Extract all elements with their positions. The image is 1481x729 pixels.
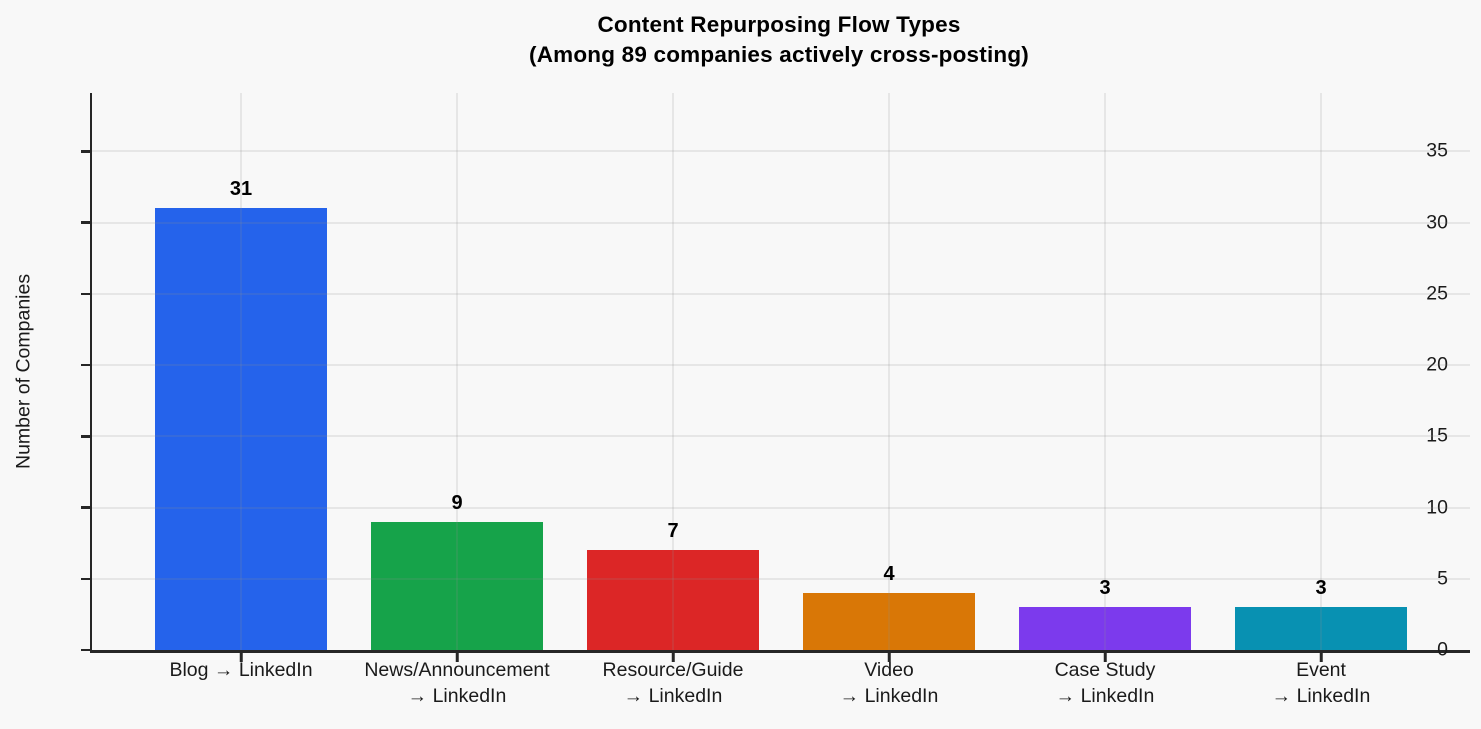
y-axis-tick [80, 435, 90, 438]
bar-value-label: 9 [451, 491, 463, 514]
x-tick-label-line: → LinkedIn [623, 685, 723, 707]
x-tick-label-line: Event [1296, 659, 1346, 681]
x-axis-tick [671, 653, 675, 662]
bar-value-label: 3 [1099, 577, 1111, 600]
y-axis-tick [80, 363, 90, 367]
h-gridline [92, 221, 1470, 224]
plot-area: 0 5 10 15 20 25 30 35 31 Blog → LinkedIn 9 News/Ann… [80, 93, 1470, 707]
y-tick-label: 5 [1437, 567, 1448, 590]
bar-value-label: 7 [667, 520, 679, 543]
h-gridline [92, 364, 1470, 367]
y-tick-label: 30 [1426, 211, 1448, 234]
y-axis-tick [80, 150, 90, 153]
x-tick-label-line: Resource/Guide [602, 659, 744, 681]
x-tick-label-line: → LinkedIn [407, 685, 507, 707]
bar-value-label: 3 [1315, 577, 1327, 600]
y-axis-tick [80, 221, 90, 224]
y-tick-label: 10 [1426, 496, 1448, 519]
h-gridline [92, 150, 1470, 153]
x-tick-label-line: → LinkedIn [1271, 685, 1371, 707]
y-tick-label: 35 [1426, 139, 1448, 162]
y-tick-label: 25 [1426, 282, 1448, 305]
chart-title: Content Repurposing Flow Types [597, 12, 961, 37]
x-tick-label-line: Case Study [1054, 659, 1156, 681]
bar [371, 521, 543, 650]
x-axis-tick [887, 653, 891, 662]
bar [803, 593, 975, 650]
y-tick-label: 20 [1426, 353, 1448, 376]
y-tick-label: 0 [1437, 638, 1448, 661]
v-gridline [672, 93, 674, 650]
h-gridline [92, 506, 1470, 509]
x-tick-label: Case Study → LinkedIn [1055, 657, 1156, 709]
v-gridline [456, 93, 458, 650]
x-tick-label: Resource/Guide → LinkedIn [603, 657, 744, 709]
x-tick-label-line: News/Announcement [364, 659, 550, 681]
y-axis-tick [80, 506, 90, 509]
y-axis-tick [80, 648, 90, 652]
y-axis-tick [80, 292, 90, 296]
x-tick-label: Event → LinkedIn [1272, 657, 1371, 709]
h-gridline [92, 435, 1470, 438]
y-axis-tick [80, 577, 90, 581]
bar [1235, 607, 1407, 650]
x-tick-label-line: Video [864, 659, 914, 681]
x-tick-label-line: Blog → LinkedIn [169, 659, 313, 681]
x-axis-tick [239, 653, 243, 662]
x-tick-label: Blog → LinkedIn [169, 657, 312, 683]
h-gridline [92, 292, 1470, 295]
bar [587, 550, 759, 650]
v-gridline [1320, 93, 1322, 650]
chart-title-block: Content Repurposing Flow Types (Among 89… [90, 10, 1468, 70]
x-tick-label: Video → LinkedIn [840, 657, 939, 709]
v-gridline [1104, 93, 1106, 650]
x-axis-tick [1103, 653, 1107, 662]
y-tick-label: 15 [1426, 424, 1448, 447]
x-axis-tick [455, 653, 459, 662]
chart-subtitle: (Among 89 companies actively cross-posti… [529, 42, 1029, 67]
x-tick-label-line: → LinkedIn [1055, 685, 1155, 707]
v-gridline [240, 93, 242, 650]
bar-value-label: 31 [229, 178, 253, 201]
h-gridline [92, 577, 1470, 580]
x-tick-label: News/Announcement → LinkedIn [364, 657, 549, 709]
x-tick-label-line: → LinkedIn [839, 685, 939, 707]
v-gridline [888, 93, 890, 650]
bar-value-label: 4 [883, 563, 895, 586]
y-axis-label: Number of Companies [12, 273, 35, 470]
bar [1019, 607, 1191, 650]
x-axis-tick [1319, 653, 1323, 662]
bar [155, 208, 327, 650]
